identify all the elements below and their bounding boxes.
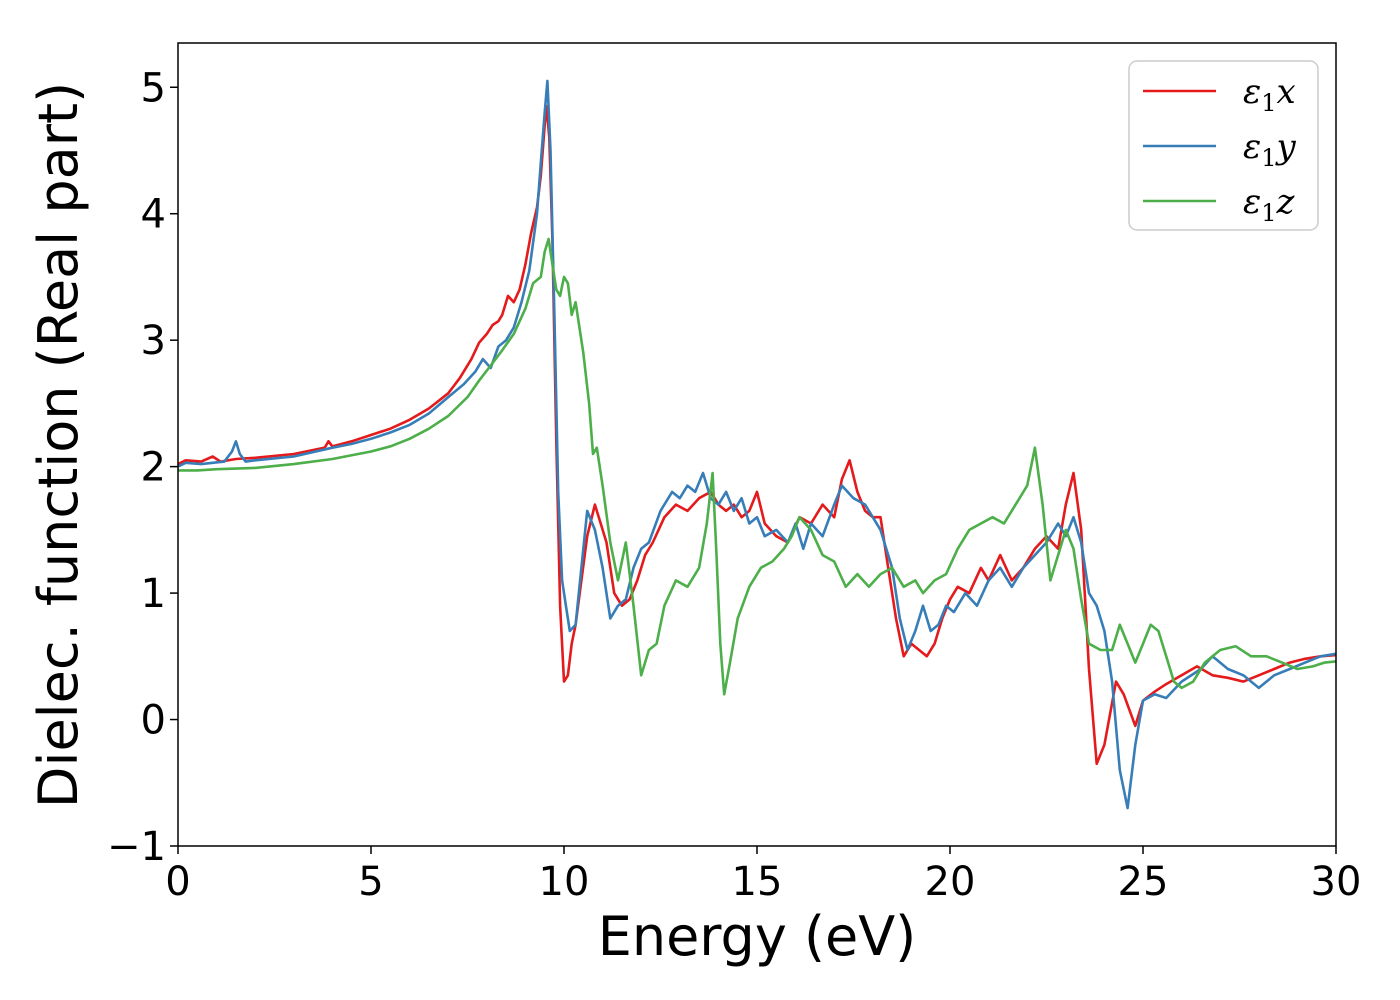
- x-tick-label: 25: [1118, 859, 1169, 905]
- x-tick-label: 15: [732, 859, 783, 905]
- legend: ε1x ε1y ε1z: [1128, 60, 1319, 231]
- series-layer: [178, 79, 1336, 810]
- x-tick-label: 5: [358, 859, 383, 905]
- y-tick-label: 1: [141, 571, 166, 617]
- y-axis-label: Dielec. function (Real part): [27, 82, 90, 808]
- y-tick-label: 3: [141, 318, 166, 364]
- legend-box: [1128, 60, 1319, 231]
- x-tick-label: 20: [925, 859, 976, 905]
- y-tick-label: −1: [107, 824, 166, 870]
- x-tick-label: 0: [165, 859, 190, 905]
- x-axis-label: Energy (eV): [598, 905, 917, 968]
- series-line-y: [178, 79, 1336, 810]
- series-line-z: [178, 237, 1336, 696]
- series-line-x: [178, 104, 1336, 766]
- legend-label-y: ε1y: [1243, 127, 1297, 172]
- x-tick-label: 10: [539, 859, 590, 905]
- legend-label-x: ε1x: [1243, 72, 1296, 117]
- y-tick-label: 2: [141, 445, 166, 491]
- y-tick-label: 5: [141, 65, 166, 111]
- x-tick-label: 30: [1311, 859, 1362, 905]
- y-tick-label: 4: [141, 192, 166, 238]
- y-tick-label: 0: [141, 698, 166, 744]
- legend-label-z: ε1z: [1243, 182, 1296, 227]
